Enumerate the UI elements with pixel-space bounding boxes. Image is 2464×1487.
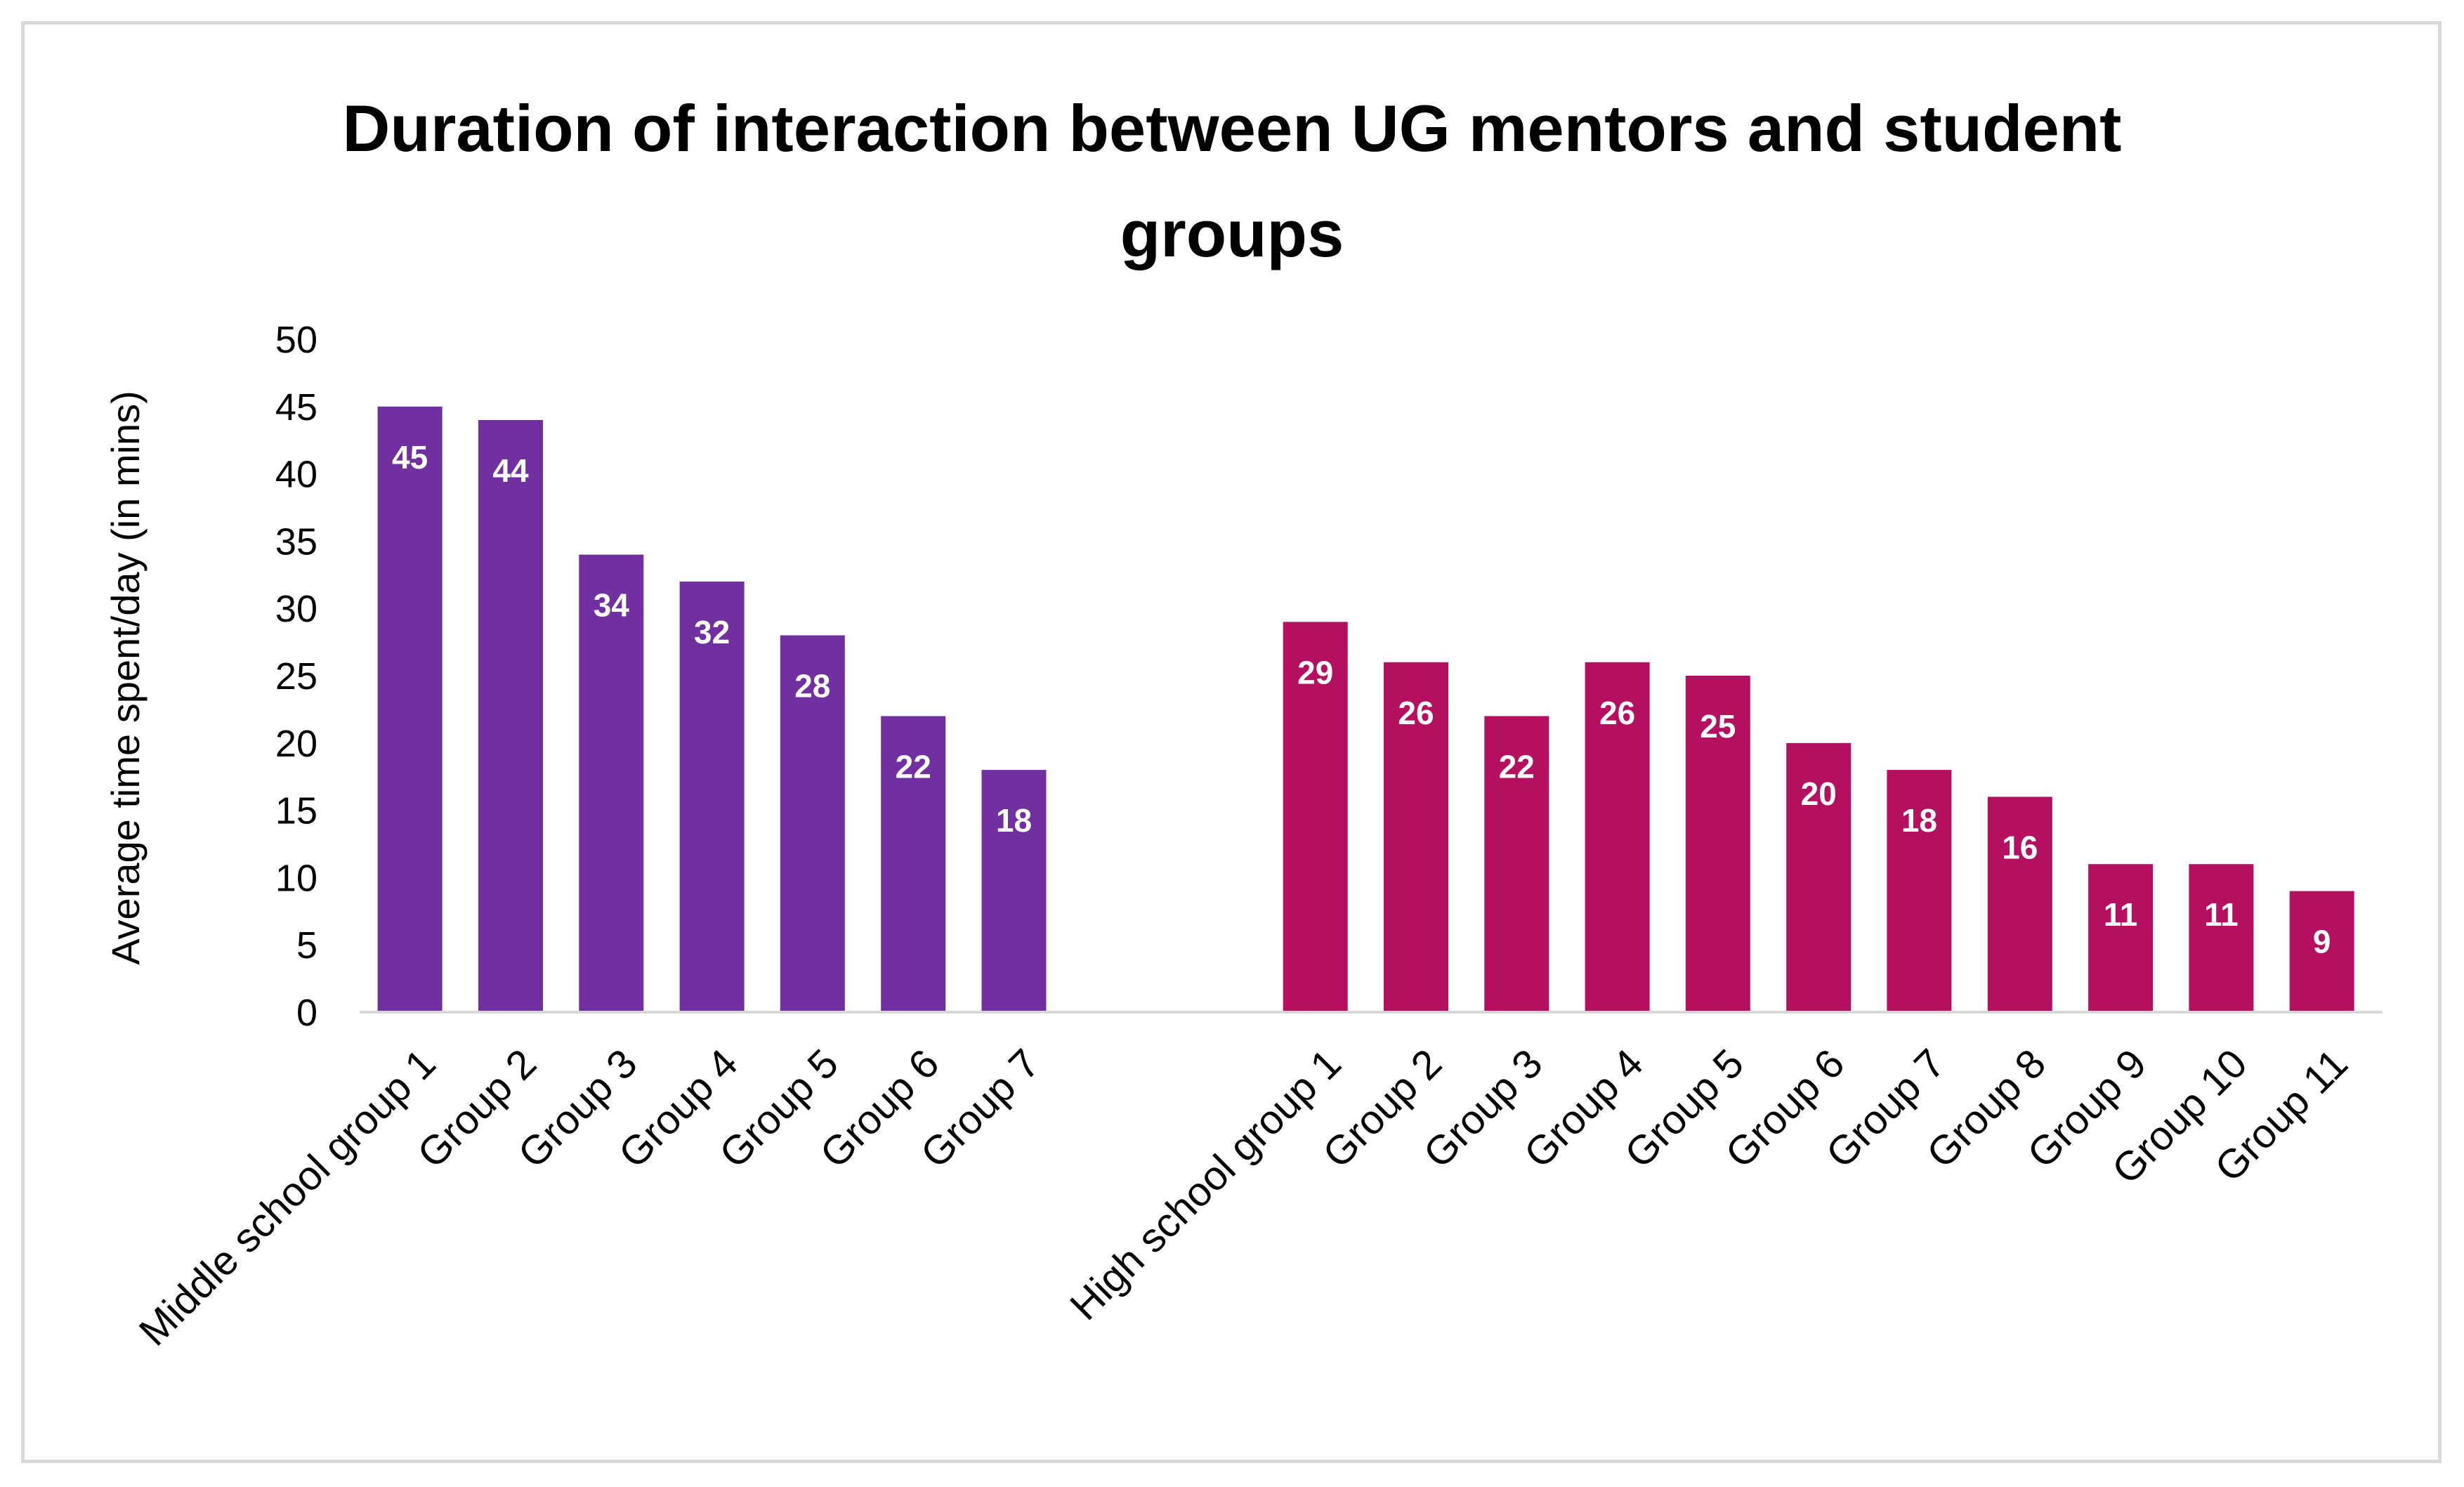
y-tick-label: 35 (275, 520, 317, 563)
bar (1484, 716, 1549, 1012)
data-label: 18 (996, 802, 1032, 839)
y-axis-label: Average time spent/day (in mins) (103, 391, 148, 965)
bar (1585, 662, 1650, 1012)
data-label: 26 (1398, 695, 1434, 731)
y-tick-label: 10 (275, 857, 317, 899)
bar (478, 420, 543, 1012)
data-label: 28 (794, 668, 830, 705)
bar (377, 406, 443, 1012)
bar (2189, 864, 2254, 1012)
bar (1786, 742, 1852, 1012)
bar (2088, 864, 2154, 1012)
y-tick-label: 25 (275, 655, 317, 697)
bar (1384, 662, 1448, 1012)
bar (981, 770, 1047, 1012)
data-label: 32 (694, 614, 730, 650)
bar (1283, 622, 1348, 1012)
data-labels: 45 44 34 32 28 22 18 29 26 22 26 25 20 18 16 11 11 9 (392, 439, 2331, 960)
y-tick-label: 45 (275, 386, 317, 428)
bar (2289, 891, 2354, 1012)
data-label: 25 (1700, 708, 1736, 745)
y-tick-label: 5 (296, 924, 317, 967)
x-tick-label: High school group 1 (1061, 1040, 1350, 1329)
x-tick-label: Middle school group 1 (131, 1040, 445, 1354)
y-tick-label: 20 (275, 723, 317, 765)
bar (579, 554, 644, 1012)
data-label: 9 (2313, 924, 2331, 960)
data-label: 22 (896, 749, 931, 785)
bar (1685, 676, 1750, 1012)
y-tick-label: 30 (275, 588, 317, 630)
data-label: 16 (2002, 829, 2038, 865)
data-label: 26 (1599, 695, 1635, 731)
data-label: 11 (2104, 896, 2138, 933)
y-tick-label: 50 (275, 319, 317, 361)
chart-title: Duration of interaction between UG mento… (342, 91, 2122, 270)
data-label: 20 (1801, 775, 1837, 812)
y-tick-label: 0 (296, 992, 317, 1034)
bar (679, 581, 745, 1012)
bar (1987, 797, 2052, 1012)
y-tick-label: 15 (275, 790, 317, 832)
data-label: 34 (594, 587, 630, 624)
bars (377, 406, 2354, 1012)
data-label: 11 (2204, 896, 2239, 933)
data-label: 44 (492, 452, 529, 489)
bar (780, 635, 845, 1012)
y-axis-ticks: 0 5 10 15 20 25 30 35 40 45 50 (275, 319, 317, 1034)
data-label: 45 (392, 439, 428, 476)
y-tick-label: 40 (275, 454, 317, 496)
bar (1887, 770, 1952, 1012)
bar (881, 716, 946, 1012)
data-label: 22 (1499, 749, 1535, 785)
data-label: 29 (1297, 654, 1333, 690)
data-label: 18 (1901, 802, 1937, 839)
